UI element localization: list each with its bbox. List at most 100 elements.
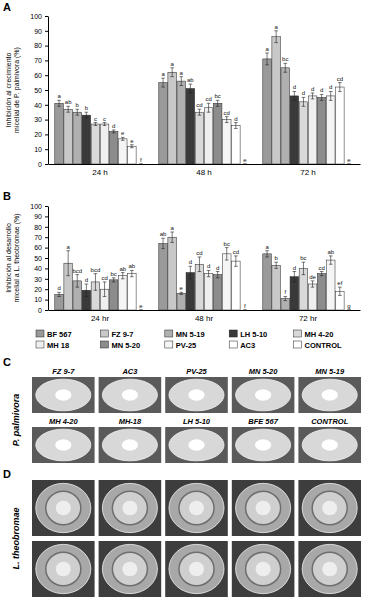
tick-label: 24 hr (91, 314, 110, 323)
significance-letter: ab (327, 249, 334, 255)
tick-label: 30 (34, 116, 42, 123)
tick-mark (45, 16, 48, 17)
error-line (217, 272, 218, 278)
error-cap (170, 232, 174, 233)
error-cap (170, 242, 174, 243)
colony (122, 389, 138, 401)
significance-letter: bc (282, 56, 288, 62)
photo (232, 480, 295, 536)
error-line (312, 281, 313, 287)
bar (308, 96, 317, 164)
bar (263, 59, 272, 164)
error-line (235, 256, 236, 266)
letters: dabaaabbcdefdddbcdcdbccdddebcdcdabbcabab… (57, 225, 350, 309)
photo (298, 480, 361, 536)
colony (256, 562, 271, 577)
tick-mark (45, 258, 48, 259)
error-cap (75, 115, 79, 116)
error-cap (103, 122, 107, 123)
error-cap (225, 260, 229, 261)
photo-background (165, 377, 228, 413)
photo (232, 541, 295, 597)
significance-letter: a (180, 70, 184, 76)
error-bar (57, 100, 61, 106)
error-bar (234, 256, 238, 266)
bar (128, 146, 137, 164)
significance-letter: a (170, 225, 174, 231)
error-bar (112, 278, 116, 282)
error-cap (198, 271, 202, 272)
bar (241, 310, 250, 311)
tick: 90 (34, 213, 48, 220)
error-bar (207, 270, 211, 276)
error-cap (274, 30, 278, 31)
error-cap (243, 164, 247, 165)
error-cap (293, 100, 297, 101)
error-cap (311, 287, 315, 288)
error-cap (121, 272, 125, 273)
error-cap (207, 103, 211, 104)
petri-dish (102, 483, 157, 532)
photo-background (99, 377, 162, 413)
error-cap (189, 278, 193, 279)
colony-ring (46, 552, 81, 586)
colony-ring (312, 552, 347, 586)
error-line (104, 123, 105, 126)
legend-swatch (165, 330, 173, 337)
colony (255, 439, 271, 451)
error-cap (274, 42, 278, 43)
legend-label: AC3 (240, 341, 255, 350)
significance-letter: b (274, 255, 278, 261)
colony (322, 501, 337, 516)
significance-letter: bcd (91, 267, 101, 273)
tick: 72 hr (299, 310, 318, 323)
legend-item: CONTROL (294, 341, 342, 350)
legend-swatch (36, 330, 44, 337)
error-cap (243, 310, 247, 311)
tick-mark (45, 268, 48, 269)
photo-background (298, 427, 361, 463)
photo (298, 427, 361, 463)
photo (298, 377, 361, 413)
error-line (59, 100, 60, 106)
error-bar (207, 103, 211, 112)
bar (308, 284, 317, 310)
error-bar (347, 310, 351, 311)
error-line (59, 292, 60, 296)
petri-dish (36, 544, 91, 593)
legend-swatch (294, 330, 302, 337)
photo-label: PV-25 (186, 367, 207, 376)
error-bar (139, 164, 143, 165)
petri-dish (236, 544, 291, 593)
tick-mark (45, 134, 48, 135)
error-bar (302, 262, 306, 274)
colony (55, 389, 71, 401)
tick-mark (45, 216, 48, 217)
bar (100, 124, 109, 164)
error-cap (338, 287, 342, 288)
error-cap (139, 310, 143, 311)
error-line (190, 84, 191, 93)
figure: Aaaaabaababcbabdccddccdddbcdecddedcdfee0… (0, 0, 367, 603)
panel-title: C (3, 356, 11, 368)
error-cap (161, 78, 165, 79)
tick-label: 90 (34, 28, 42, 35)
tick-mark (45, 105, 48, 106)
error-bar (85, 112, 89, 118)
error-cap (75, 274, 79, 275)
legend-label: BF 567 (47, 330, 72, 339)
error-bar (75, 109, 79, 115)
photo-background (298, 541, 361, 597)
y-axis: 0102030405060708090100 (30, 13, 48, 168)
error-bar (216, 272, 220, 278)
bar (345, 310, 354, 311)
error-cap (179, 76, 183, 77)
error-bar (103, 123, 107, 126)
error-cap (161, 238, 165, 239)
significance-letter: cd (196, 250, 202, 256)
tick-mark (45, 248, 48, 249)
error-cap (103, 281, 107, 282)
error-cap (265, 256, 269, 257)
error-cap (225, 116, 229, 117)
error-cap (311, 98, 315, 99)
